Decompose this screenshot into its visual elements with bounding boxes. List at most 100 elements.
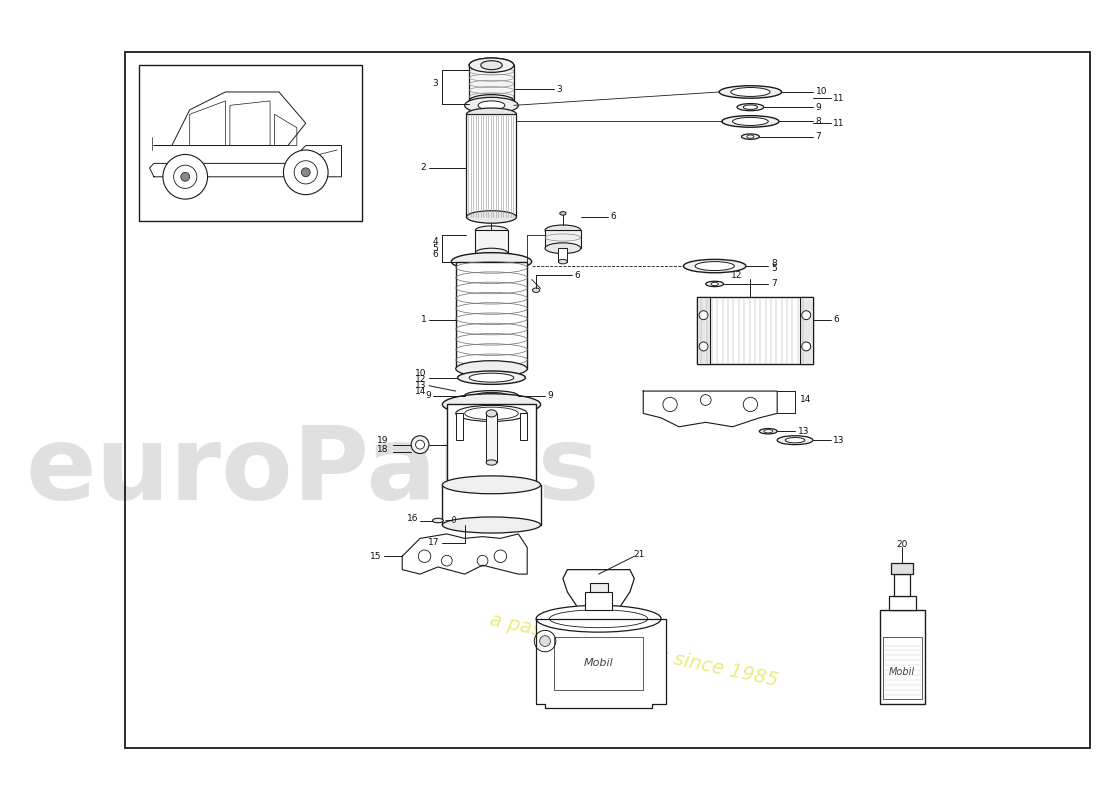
Circle shape	[488, 226, 495, 234]
Text: 1: 1	[420, 315, 427, 324]
Ellipse shape	[747, 135, 754, 138]
Ellipse shape	[733, 118, 768, 126]
Bar	[696, 298, 813, 364]
Ellipse shape	[559, 259, 568, 264]
Text: 13: 13	[834, 436, 845, 445]
Bar	[466, 114, 517, 217]
Bar	[696, 298, 711, 364]
Ellipse shape	[741, 134, 759, 139]
Bar	[520, 414, 527, 440]
Bar	[800, 298, 813, 364]
Text: 5: 5	[771, 264, 777, 274]
Bar	[585, 592, 612, 610]
Circle shape	[163, 154, 208, 199]
Text: 10: 10	[815, 87, 827, 97]
Text: 9: 9	[548, 391, 553, 400]
Text: 4: 4	[432, 238, 438, 246]
Bar	[455, 414, 463, 440]
Ellipse shape	[458, 371, 526, 384]
Bar	[554, 637, 643, 690]
Text: 14: 14	[800, 395, 811, 405]
Bar	[475, 230, 507, 253]
Text: 16: 16	[407, 514, 418, 523]
Ellipse shape	[442, 476, 540, 494]
Circle shape	[535, 630, 556, 652]
Bar	[546, 230, 581, 248]
Text: 14: 14	[415, 387, 427, 397]
Ellipse shape	[730, 87, 770, 97]
Text: 13: 13	[798, 426, 810, 436]
Polygon shape	[403, 534, 527, 574]
Text: 21: 21	[634, 550, 645, 559]
Ellipse shape	[695, 262, 735, 270]
Ellipse shape	[722, 116, 779, 127]
Circle shape	[802, 342, 811, 351]
Ellipse shape	[546, 225, 581, 236]
Circle shape	[700, 342, 708, 351]
Ellipse shape	[778, 436, 813, 445]
Ellipse shape	[486, 410, 497, 417]
Text: 15: 15	[371, 552, 382, 561]
Text: 19: 19	[377, 436, 388, 445]
Text: 8: 8	[771, 259, 777, 268]
Bar	[894, 574, 910, 597]
Text: 20: 20	[896, 540, 907, 549]
Bar	[470, 65, 514, 101]
Text: 12: 12	[732, 270, 742, 279]
Text: 9: 9	[815, 102, 822, 112]
Bar	[447, 405, 536, 485]
Text: Mobil: Mobil	[889, 667, 915, 678]
Text: 8: 8	[815, 117, 822, 126]
Bar	[559, 248, 568, 262]
Bar	[455, 262, 527, 369]
Text: 12: 12	[415, 375, 427, 384]
Ellipse shape	[706, 282, 724, 286]
Ellipse shape	[470, 94, 514, 107]
Ellipse shape	[536, 606, 661, 632]
Text: 10: 10	[415, 369, 427, 378]
Ellipse shape	[475, 226, 507, 235]
Ellipse shape	[744, 105, 758, 110]
Text: 11: 11	[834, 94, 845, 102]
Ellipse shape	[442, 517, 540, 533]
Circle shape	[301, 168, 310, 177]
Circle shape	[540, 636, 550, 646]
Bar	[442, 485, 540, 525]
Ellipse shape	[763, 430, 772, 433]
Ellipse shape	[475, 248, 507, 257]
Text: Mobil: Mobil	[584, 658, 614, 668]
Ellipse shape	[455, 361, 527, 377]
Text: 3: 3	[432, 78, 438, 87]
Text: 6: 6	[834, 315, 839, 324]
Polygon shape	[150, 146, 341, 177]
Ellipse shape	[711, 282, 718, 286]
Ellipse shape	[464, 390, 518, 401]
Text: 3: 3	[557, 85, 562, 94]
Ellipse shape	[481, 61, 503, 70]
Bar	[891, 563, 913, 574]
Text: 5: 5	[432, 244, 438, 253]
Ellipse shape	[455, 406, 527, 422]
Circle shape	[700, 310, 708, 320]
Circle shape	[416, 440, 425, 449]
Bar	[889, 597, 915, 610]
Ellipse shape	[719, 86, 782, 98]
Bar	[880, 610, 924, 703]
Bar	[882, 637, 922, 699]
Ellipse shape	[466, 210, 517, 223]
Ellipse shape	[759, 429, 778, 434]
Text: 7: 7	[771, 279, 777, 289]
Ellipse shape	[470, 58, 514, 72]
Ellipse shape	[486, 460, 497, 465]
Ellipse shape	[451, 253, 531, 270]
Ellipse shape	[461, 540, 469, 554]
Text: euroParts: euroParts	[25, 421, 601, 522]
Text: —0: —0	[444, 516, 456, 525]
Ellipse shape	[432, 518, 443, 522]
Bar	[590, 583, 607, 592]
Ellipse shape	[550, 610, 648, 628]
Polygon shape	[536, 618, 665, 708]
Ellipse shape	[737, 103, 763, 110]
Polygon shape	[154, 92, 306, 146]
Ellipse shape	[785, 438, 805, 443]
